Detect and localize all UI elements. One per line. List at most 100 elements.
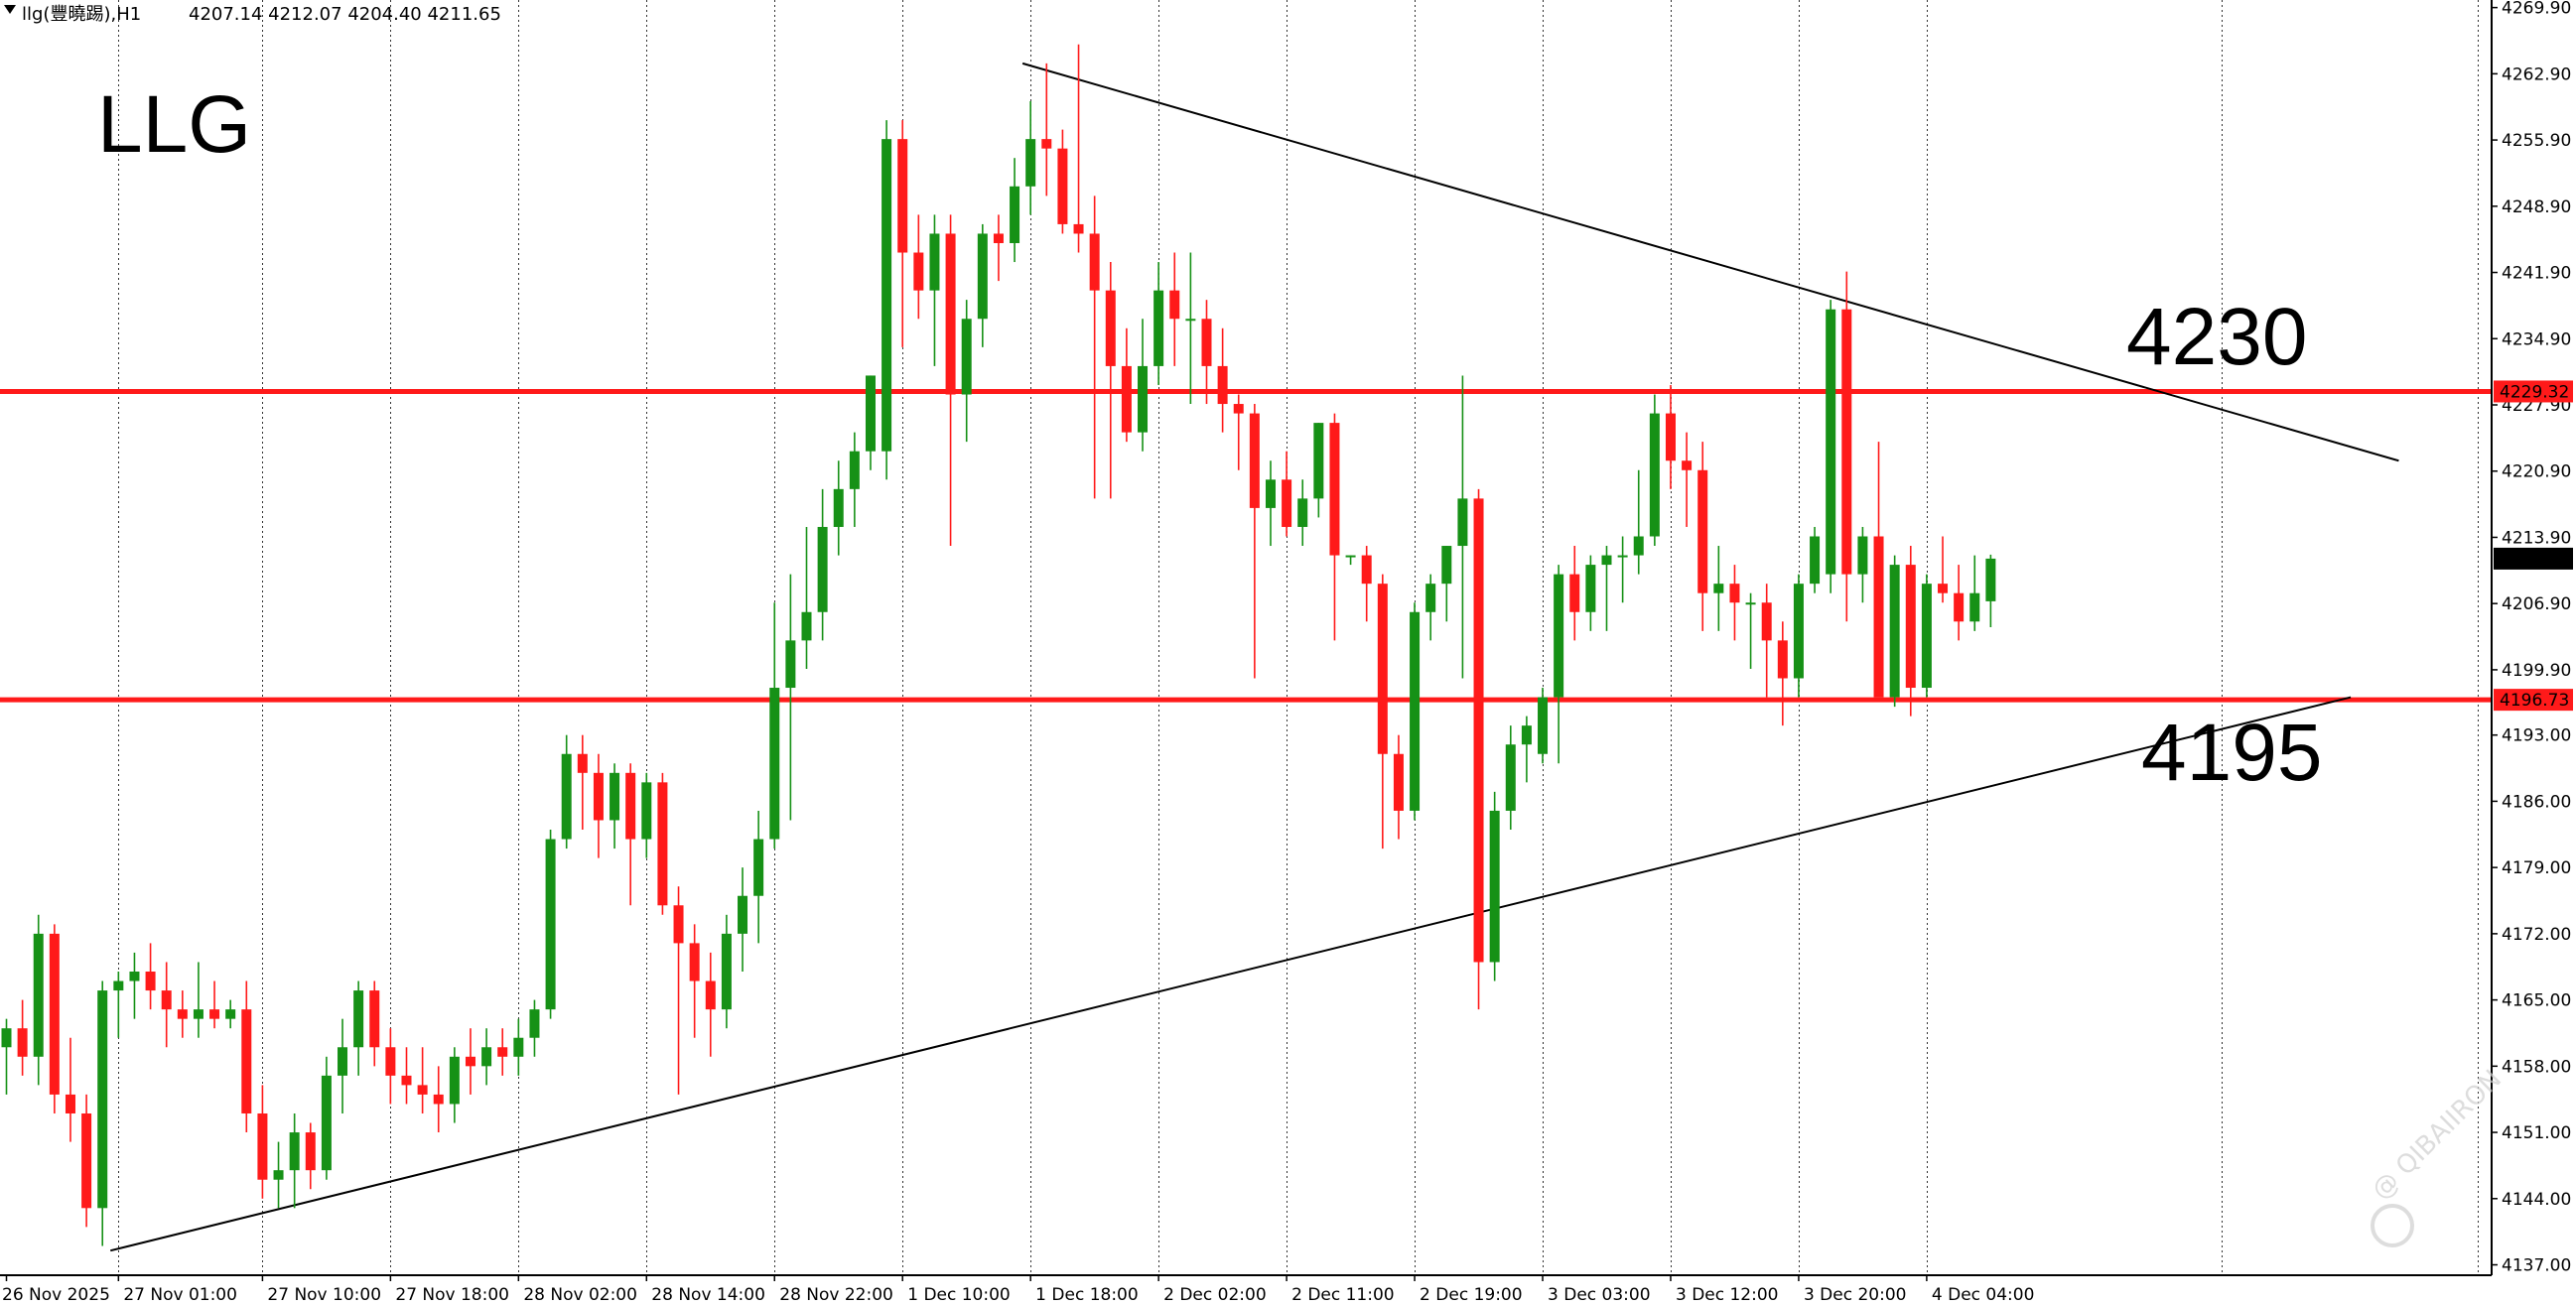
candle <box>689 924 700 1038</box>
candle <box>913 214 924 320</box>
candle <box>1393 734 1404 840</box>
candle <box>1025 100 1036 215</box>
candle <box>1697 442 1708 631</box>
candle-body <box>1521 725 1532 745</box>
candle <box>1682 432 1693 527</box>
candle-body <box>513 1037 524 1057</box>
level-price-label: 4229.32 <box>2500 382 2569 402</box>
candle-body <box>1089 233 1100 291</box>
candle-body <box>385 1047 396 1076</box>
candle <box>385 1028 396 1105</box>
candle <box>561 734 572 849</box>
candle <box>657 772 668 915</box>
candle-body <box>338 1047 348 1076</box>
time-tick-label: 2 Dec 02:00 <box>1163 1285 1267 1305</box>
candle-body <box>705 980 716 1010</box>
candle <box>641 772 652 858</box>
price-tick-label: 4248.90 <box>2502 197 2571 217</box>
candle-body <box>321 1075 332 1171</box>
candle-body <box>1329 423 1340 556</box>
candle-body <box>417 1085 428 1095</box>
candle-body <box>1713 584 1724 593</box>
candle <box>1777 621 1788 726</box>
candle-body <box>993 233 1004 243</box>
candle <box>1010 158 1020 263</box>
candle <box>1329 413 1340 641</box>
candle <box>1633 469 1644 575</box>
candle <box>993 214 1004 282</box>
time-tick-label: 26 Nov 2025 <box>2 1285 110 1305</box>
candle-body <box>1810 536 1821 585</box>
candle-body <box>1697 469 1708 593</box>
candle <box>497 1028 508 1076</box>
candle <box>849 432 860 527</box>
candle-body <box>209 1009 220 1019</box>
candle-body <box>241 1009 252 1113</box>
candle-body <box>593 772 604 821</box>
candle-body <box>1265 479 1276 508</box>
candle-body <box>1185 319 1196 322</box>
resistance-annotation: 4230 <box>2126 292 2307 382</box>
candle-body <box>289 1132 300 1171</box>
support-annotation: 4195 <box>2141 708 2322 798</box>
price-tick-label: 4179.00 <box>2502 858 2571 878</box>
candle-body <box>1249 413 1260 508</box>
candle-body <box>961 319 972 395</box>
time-tick-label: 28 Nov 22:00 <box>779 1285 893 1305</box>
candle <box>1521 716 1532 783</box>
candle-body <box>177 1009 188 1019</box>
candle <box>1169 252 1180 366</box>
candle <box>977 223 988 347</box>
candle-body <box>1665 413 1676 461</box>
candle <box>1282 451 1292 537</box>
time-tick-label: 3 Dec 03:00 <box>1548 1285 1651 1305</box>
candle <box>1089 196 1100 499</box>
candle <box>1745 592 1756 669</box>
symbol-dropdown-icon[interactable] <box>4 5 16 14</box>
candle-body <box>257 1112 268 1180</box>
candle <box>1954 565 1965 641</box>
time-tick-label: 2 Dec 11:00 <box>1291 1285 1395 1305</box>
candle <box>1857 526 1868 603</box>
candle <box>1057 129 1068 234</box>
candle-body <box>529 1009 540 1038</box>
candle-body <box>785 640 796 689</box>
level-price-badge <box>2494 689 2573 712</box>
candle <box>1538 688 1549 764</box>
candle-body <box>1410 611 1421 811</box>
candle-body <box>353 990 364 1048</box>
price-tick-label: 4255.90 <box>2502 131 2571 151</box>
candle <box>1665 384 1676 489</box>
candle <box>673 886 684 1095</box>
candle-body <box>1138 365 1149 433</box>
candle-body <box>945 233 956 395</box>
candle <box>449 1047 460 1123</box>
price-tick-label: 4220.90 <box>2502 462 2571 482</box>
candle <box>1873 442 1884 698</box>
candle <box>1041 63 1052 196</box>
candle <box>1601 546 1612 631</box>
candle <box>1585 555 1596 631</box>
time-tick-label: 4 Dec 04:00 <box>1932 1285 2035 1305</box>
candle-body <box>129 972 140 981</box>
watermark-logo-icon <box>2371 1204 2414 1247</box>
candle <box>753 810 764 944</box>
candle-body <box>305 1132 316 1171</box>
candles <box>1 44 1996 1246</box>
time-tick-label: 28 Nov 02:00 <box>523 1285 637 1305</box>
price-tick-label: 4262.90 <box>2502 65 2571 84</box>
candle-body <box>369 990 380 1048</box>
candle-body <box>225 1009 236 1019</box>
candle <box>1425 574 1436 641</box>
candle-body <box>1313 423 1324 499</box>
candle-body <box>1393 753 1404 811</box>
price-tick-label: 4213.90 <box>2502 528 2571 548</box>
candle-body <box>193 1009 203 1019</box>
price-tick-label: 4269.90 <box>2502 0 2571 19</box>
candle <box>1569 546 1580 641</box>
candle-body <box>865 375 876 452</box>
candle <box>897 120 908 347</box>
candle <box>865 375 876 470</box>
candle <box>1713 546 1724 631</box>
